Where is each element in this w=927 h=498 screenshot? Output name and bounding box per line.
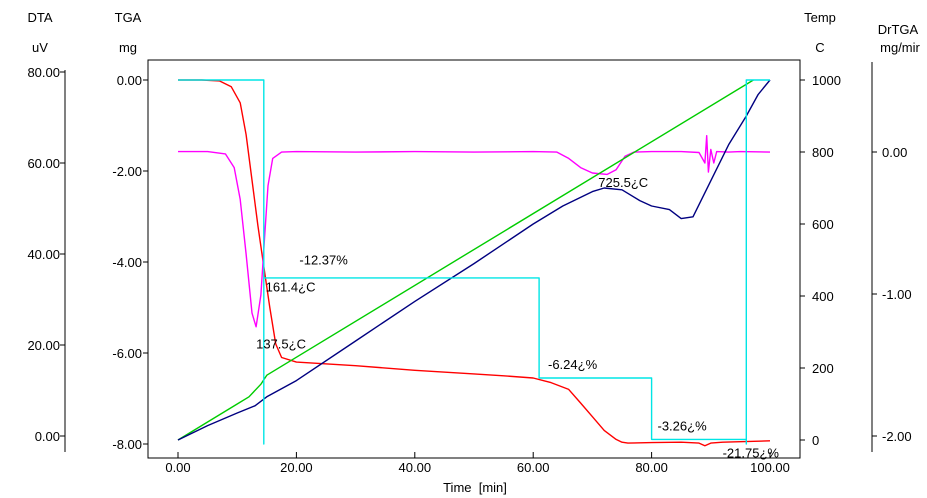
temp-tick-label: 1000 [812,73,841,88]
annotation-label: -6.24¿% [548,357,598,372]
temp-tick-label: 400 [812,289,834,304]
series-line-tga-0 [178,79,771,447]
temp-tick-label: 600 [812,217,834,232]
drtga-axis-unit: mg/mir [880,40,920,55]
temp-tick-label: 800 [812,145,834,160]
dta-axis: DTA uV 80.00 60.00 40.00 20.00 0.00 [27,10,66,452]
plot-frame [147,59,801,459]
annotation-label: 137.5¿C [256,337,306,352]
annotation-label: -3.26¿% [658,418,708,433]
tga-axis: TGA mg 0.00 -2.00 -4.00 -6.00 -8.00 [112,10,148,452]
time-axis: 0.00 20.00 40.00 60.00 80.00 100.00 Time [min… [165,452,790,495]
tga-axis-title: TGA [115,10,142,25]
tga-tick-label: -6.00 [112,346,142,361]
drtga-axis: DrTGA mg/mir 0.00 -1.00 -2.00 [871,22,921,452]
time-axis-label: Time [min] [443,480,507,495]
annotation-label: 161.4¿C [266,280,316,295]
annotation-label: -12.37% [299,252,348,267]
dta-tick-label: 80.00 [27,65,60,80]
temp-tick-label: 0 [812,433,819,448]
x-tick-label: 0.00 [165,460,190,475]
x-tick-label: 20.00 [280,460,313,475]
temp-axis-unit: C [815,40,824,55]
temp-axis-title: Temp [804,10,836,25]
series-line-temp-3 [177,79,771,441]
x-tick-label: 80.00 [635,460,668,475]
drtga-axis-title: DrTGA [878,22,919,37]
tga-tick-label: 0.00 [117,73,142,88]
dta-tick-label: 40.00 [27,247,60,262]
tga-tick-label: -4.00 [112,255,142,270]
x-tick-label: 60.00 [517,460,550,475]
x-tick-label: 100.00 [750,460,790,475]
dta-tick-label: 0.00 [35,429,60,444]
annotation-layer: -12.37% 161.4¿C 137.5¿C -6.24¿% 725.5¿C -3.26… [256,175,779,461]
series-line-tga-4 [178,79,770,445]
tga-tick-label: -8.00 [112,437,142,452]
annotation-label: 725.5¿C [598,175,648,190]
tga-axis-unit: mg [119,40,137,55]
dta-axis-title: DTA [27,10,52,25]
dta-tick-label: 20.00 [27,338,60,353]
drtga-tick-label: 0.00 [882,145,907,160]
temp-axis: Temp C 1000 800 600 400 200 0 [800,10,841,448]
series-line-dta-1 [178,134,771,328]
dta-tick-label: 60.00 [27,156,60,171]
tga-tick-label: -2.00 [112,164,142,179]
temp-tick-label: 200 [812,361,834,376]
dta-axis-unit: uV [32,40,48,55]
series-line-temp-2 [177,79,754,441]
x-tick-label: 40.00 [399,460,432,475]
series-layer [177,79,771,447]
drtga-tick-label: -2.00 [882,429,912,444]
drtga-tick-label: -1.00 [882,287,912,302]
annotation-label: -21.75¿% [723,446,780,461]
